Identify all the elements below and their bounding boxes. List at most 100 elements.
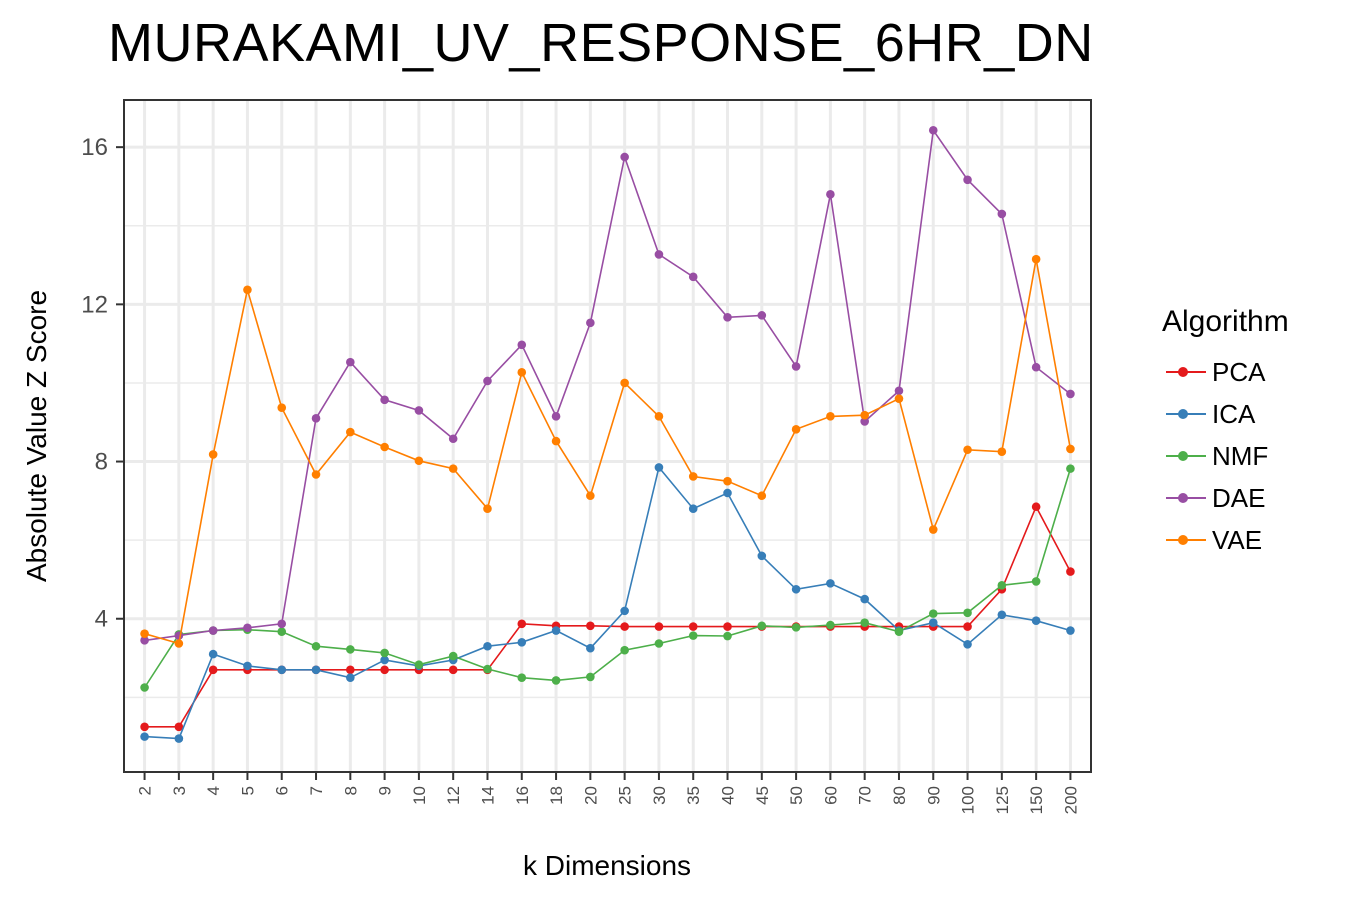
data-point (723, 631, 732, 641)
data-point (517, 673, 527, 682)
data-point (414, 456, 424, 466)
data-point (620, 378, 629, 388)
legend-key (1162, 519, 1212, 561)
plot-background (124, 100, 1091, 772)
data-point (586, 621, 595, 631)
data-point (346, 673, 355, 682)
data-point (483, 504, 492, 514)
data-point (928, 525, 938, 534)
data-point (586, 672, 595, 682)
data-point (860, 594, 869, 604)
data-point (311, 641, 321, 651)
data-point (860, 417, 869, 426)
data-point (1066, 389, 1075, 399)
data-point (997, 581, 1007, 590)
data-point (1031, 502, 1041, 512)
data-point (346, 427, 355, 437)
data-point (620, 622, 629, 631)
y-axis: 4 8 12 16 (81, 134, 124, 633)
data-point (174, 639, 184, 648)
data-point (140, 629, 149, 638)
data-point (346, 357, 355, 367)
data-point (1031, 362, 1041, 372)
data-point (1031, 577, 1041, 586)
data-point (620, 645, 629, 655)
data-point (688, 504, 698, 514)
data-point (414, 406, 424, 415)
legend-key-dot (1178, 409, 1188, 419)
data-point (140, 636, 149, 645)
x-tick-label: 7 (307, 786, 326, 795)
data-point (894, 394, 904, 403)
data-point (311, 665, 321, 675)
x-tick-label: 20 (581, 786, 600, 805)
data-point (757, 621, 767, 631)
data-point (243, 285, 252, 295)
data-point (757, 551, 767, 561)
data-point (894, 386, 904, 396)
data-point (277, 627, 287, 637)
data-point (963, 175, 972, 185)
data-point (654, 250, 664, 259)
data-point (688, 272, 698, 282)
x-tick-label: 90 (924, 786, 943, 805)
data-point (1066, 464, 1075, 473)
legend-item-ica: ICA (1162, 393, 1289, 435)
data-point (517, 340, 527, 350)
data-point (174, 734, 184, 743)
data-point (380, 648, 389, 658)
data-point (791, 584, 801, 594)
data-point (586, 318, 595, 328)
data-point (723, 313, 732, 322)
y-tick-label: 12 (81, 291, 108, 318)
x-tick-label: 45 (753, 786, 772, 805)
series-layer (140, 125, 1075, 743)
data-point (620, 152, 629, 162)
data-point (483, 664, 492, 674)
data-point (723, 622, 732, 631)
data-point (791, 425, 801, 434)
series-line (144, 465, 1071, 740)
legend-key (1162, 477, 1212, 519)
data-point (1066, 444, 1075, 454)
data-point (586, 491, 595, 501)
data-point (997, 447, 1007, 457)
x-tick-label: 35 (684, 786, 703, 805)
data-point (963, 445, 972, 455)
data-point (654, 622, 664, 631)
data-point (380, 655, 389, 665)
data-point (688, 622, 698, 631)
legend-key (1162, 435, 1212, 477)
series-dae (140, 125, 1075, 645)
x-tick-label: 60 (821, 786, 840, 805)
data-point (860, 410, 869, 420)
x-tick-label: 5 (238, 786, 257, 795)
grid-major (124, 100, 1091, 772)
data-point (311, 470, 321, 479)
data-point (380, 395, 389, 405)
data-point (517, 368, 527, 377)
legend-title: Algorithm (1162, 305, 1289, 338)
y-tick-label: 8 (95, 449, 108, 476)
legend-key (1162, 393, 1212, 435)
legend-key-dot (1178, 367, 1188, 377)
data-point (551, 436, 561, 446)
data-point (963, 622, 972, 631)
x-tick-label: 8 (341, 786, 360, 795)
data-point (826, 412, 835, 421)
legend-key-dot (1178, 451, 1188, 461)
x-tick-label: 25 (616, 786, 635, 805)
data-point (826, 620, 835, 630)
x-tick-label: 10 (410, 786, 429, 805)
data-point (551, 676, 561, 685)
x-tick-label: 100 (959, 786, 978, 814)
data-point (997, 209, 1007, 219)
x-tick-label: 125 (993, 786, 1012, 814)
data-point (517, 638, 527, 647)
data-point (277, 619, 287, 629)
data-point (757, 311, 767, 320)
data-point (448, 464, 458, 473)
x-tick-label: 3 (170, 786, 189, 795)
data-point (311, 414, 321, 423)
